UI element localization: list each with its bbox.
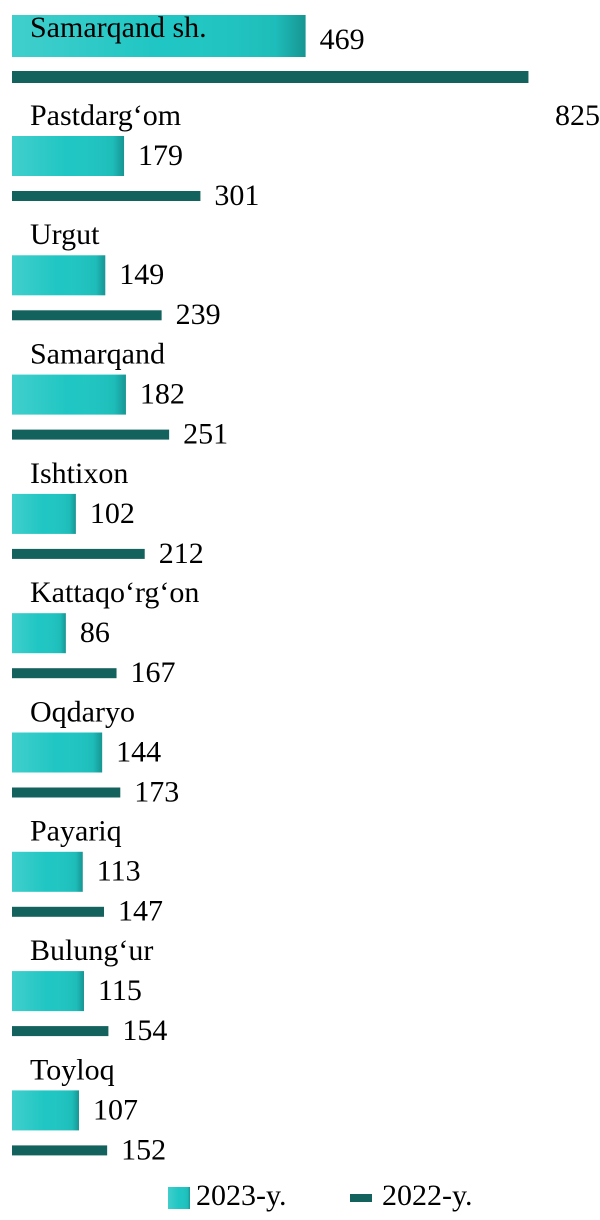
value-label: 102 bbox=[90, 497, 135, 530]
category-label: Urgut bbox=[30, 218, 100, 251]
bar bbox=[12, 429, 170, 440]
bar-sheen bbox=[12, 255, 106, 296]
bar-sheen bbox=[12, 613, 66, 654]
bar bbox=[12, 191, 201, 201]
legend-sheen bbox=[168, 1187, 190, 1209]
value-label: 107 bbox=[93, 1093, 138, 1126]
category-label: Oqdaryo bbox=[30, 695, 135, 728]
value-label: 301 bbox=[214, 179, 259, 212]
legend-label: 2022-y. bbox=[382, 1179, 473, 1212]
value-label: 144 bbox=[116, 735, 161, 768]
value-label: 825 bbox=[555, 99, 600, 132]
value-label: 113 bbox=[97, 855, 141, 888]
value-label: 212 bbox=[159, 537, 204, 570]
bar-sheen bbox=[12, 15, 306, 57]
category-label: Bulung‘ur bbox=[30, 934, 153, 967]
category-label: Toyloq bbox=[30, 1053, 115, 1086]
value-label: 147 bbox=[118, 895, 163, 928]
bar-sheen bbox=[12, 374, 126, 415]
category-label: Payariq bbox=[30, 815, 122, 848]
bar bbox=[12, 1026, 109, 1037]
bar bbox=[12, 548, 145, 559]
bar bbox=[12, 787, 121, 798]
bar-sheen bbox=[12, 971, 84, 1012]
bar bbox=[12, 71, 529, 83]
category-label: Kattaqo‘rg‘on bbox=[30, 576, 199, 609]
category-label: Samarqand sh. bbox=[30, 11, 207, 44]
bar-sheen bbox=[12, 851, 83, 892]
value-label: 173 bbox=[134, 775, 179, 808]
category-label: Pastdarg‘om bbox=[30, 99, 181, 132]
bar bbox=[12, 1145, 108, 1156]
bar bbox=[12, 906, 105, 917]
value-label: 167 bbox=[131, 656, 176, 689]
value-label: 251 bbox=[183, 417, 228, 450]
value-label: 239 bbox=[176, 298, 221, 331]
value-label: 469 bbox=[320, 23, 365, 56]
value-label: 115 bbox=[98, 974, 142, 1007]
bar-sheen bbox=[12, 493, 76, 534]
value-label: 86 bbox=[80, 616, 110, 649]
value-label: 154 bbox=[122, 1014, 167, 1047]
bar-sheen bbox=[12, 1090, 79, 1131]
legend-label: 2023-y. bbox=[196, 1179, 287, 1212]
bar-sheen bbox=[12, 136, 125, 176]
bar bbox=[12, 310, 162, 321]
legend-swatch bbox=[350, 1194, 372, 1202]
value-label: 152 bbox=[121, 1133, 166, 1166]
value-label: 149 bbox=[119, 258, 164, 291]
bar bbox=[12, 668, 117, 679]
category-label: Samarqand bbox=[30, 337, 165, 370]
bar-sheen bbox=[12, 732, 103, 773]
category-label: Ishtixon bbox=[30, 457, 128, 490]
value-label: 179 bbox=[138, 139, 183, 172]
value-label: 182 bbox=[140, 377, 185, 410]
